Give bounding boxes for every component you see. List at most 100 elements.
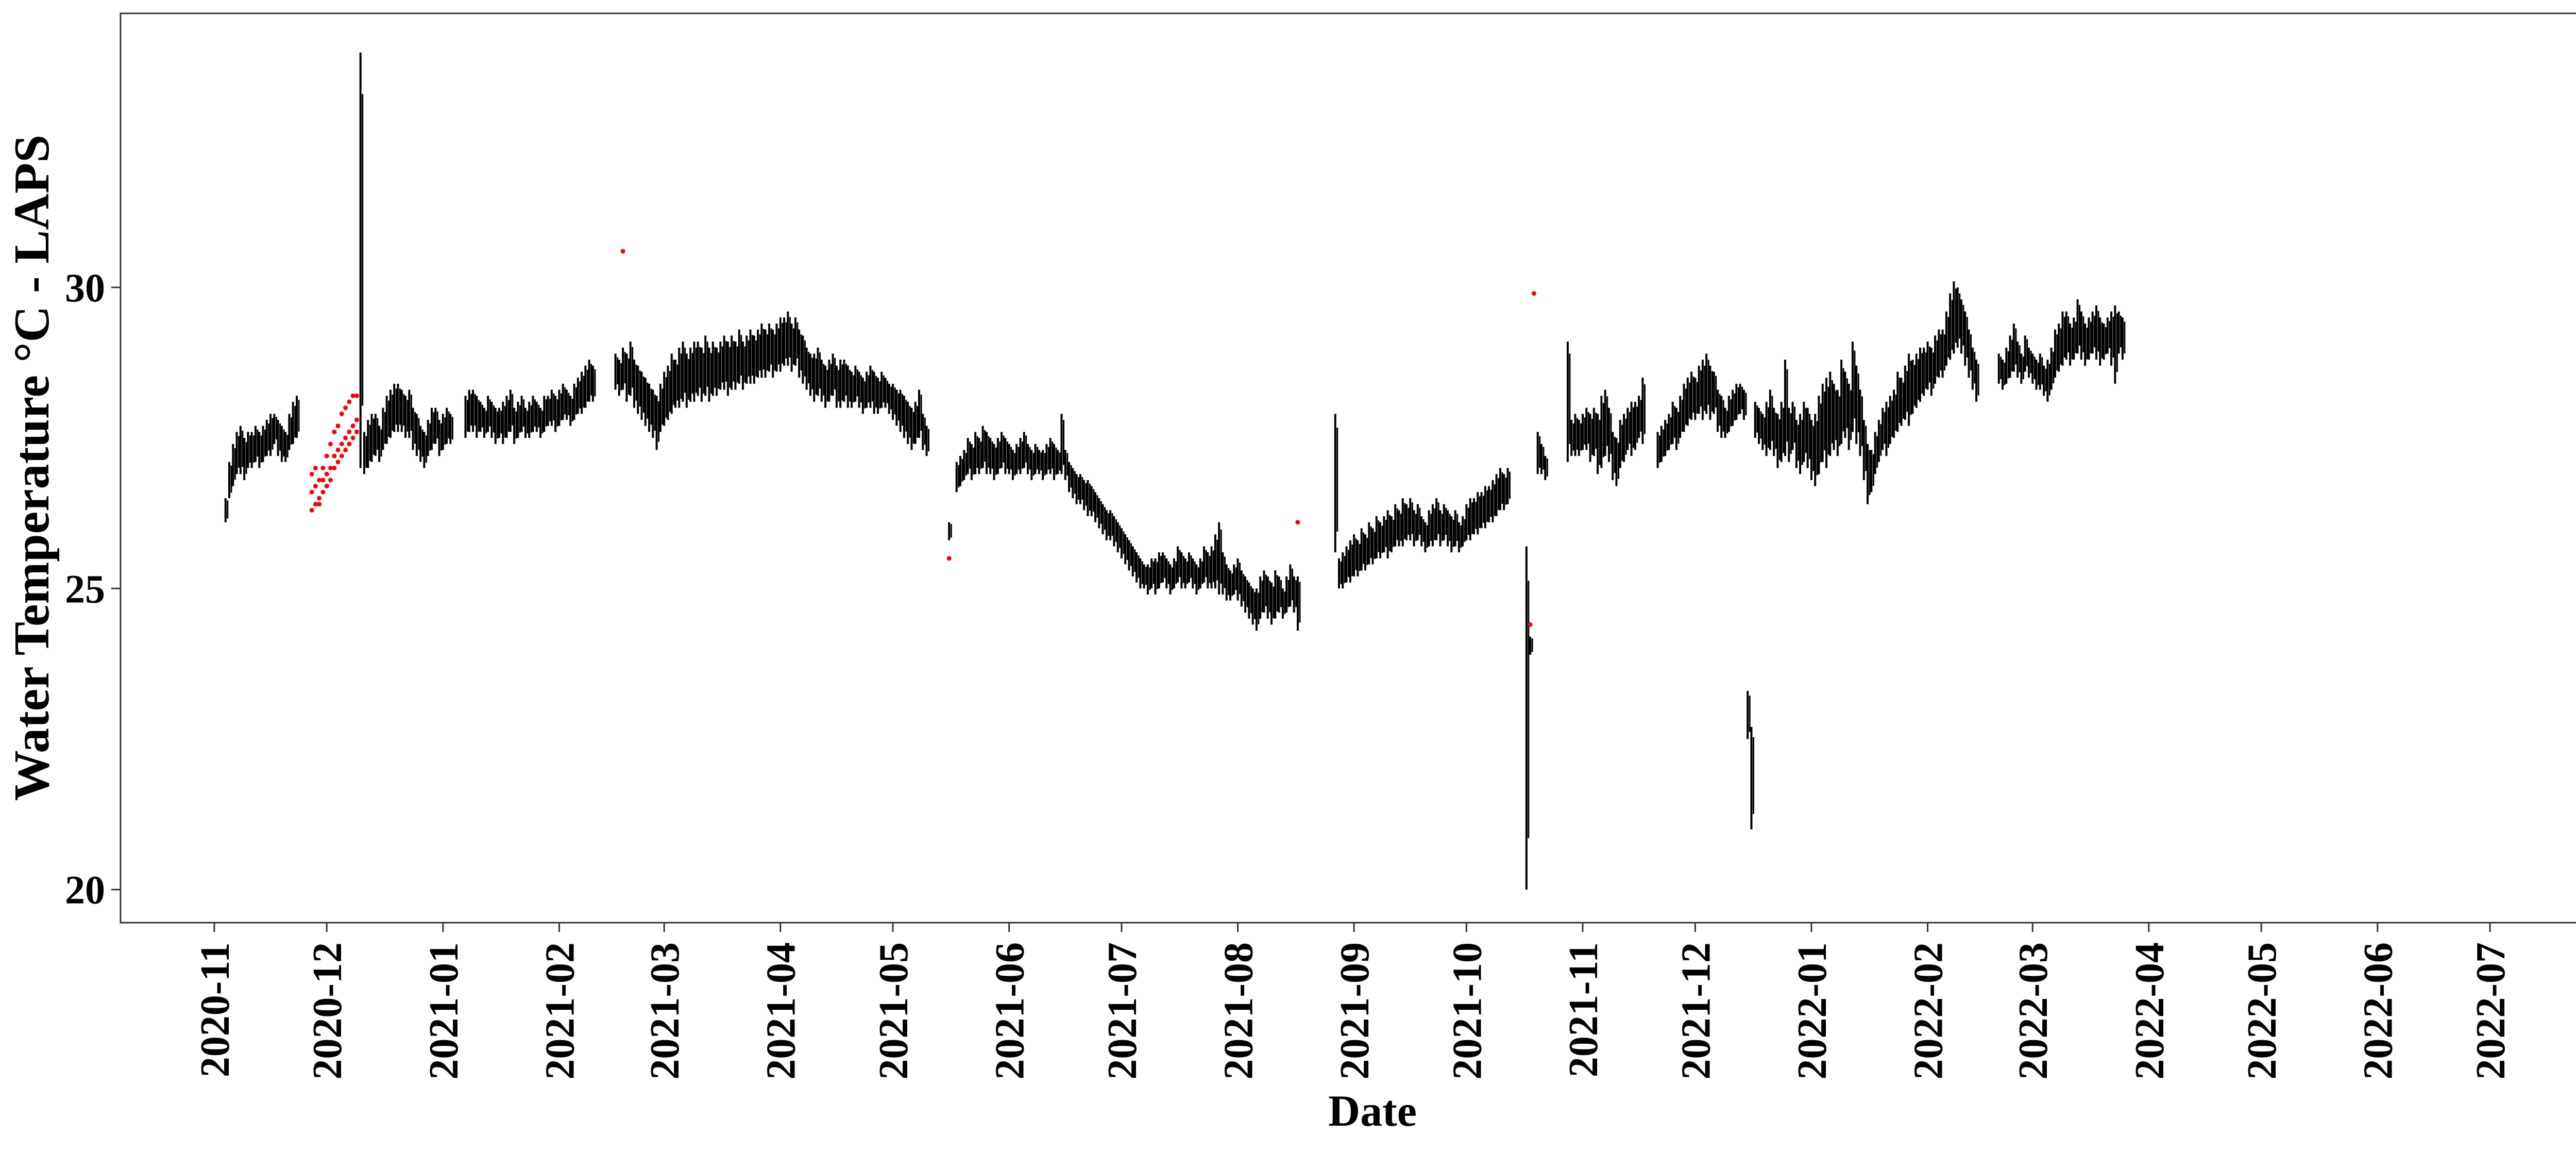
daily-range <box>1023 432 1027 468</box>
daily-range <box>1656 432 1661 468</box>
daily-range <box>1934 335 1938 384</box>
daily-range <box>993 444 997 480</box>
daily-range <box>2103 323 2107 360</box>
daily-range <box>1383 516 1387 553</box>
daily-range <box>1075 474 1080 504</box>
daily-range <box>1732 389 1736 426</box>
daily-range <box>1469 498 1473 540</box>
x-tick-label: 2021-07 <box>1100 942 1145 1080</box>
daily-range <box>509 389 514 432</box>
daily-range <box>1867 444 1871 504</box>
data-point <box>324 484 329 489</box>
daily-range <box>843 360 847 402</box>
daily-range <box>1027 444 1031 474</box>
daily-range <box>1574 414 1578 456</box>
daily-range <box>700 347 705 402</box>
daily-range <box>517 401 521 438</box>
daily-range <box>1045 444 1049 474</box>
daily-range <box>1154 558 1158 595</box>
daily-range <box>839 360 843 408</box>
daily-range <box>2088 317 2092 360</box>
daily-range <box>539 408 544 438</box>
daily-range <box>1896 371 1901 432</box>
daily-range <box>1098 498 1102 529</box>
daily-range <box>805 347 810 390</box>
daily-range <box>734 342 738 390</box>
daily-range <box>1592 408 1597 456</box>
daily-range <box>547 396 551 426</box>
daily-range <box>1716 389 1721 432</box>
daily-range <box>716 347 720 396</box>
daily-range <box>1210 546 1215 589</box>
daily-range <box>967 438 971 474</box>
daily-range <box>2054 329 2058 378</box>
daily-range <box>659 383 664 432</box>
daily-range <box>719 342 723 390</box>
data-point <box>354 393 359 398</box>
daily-range <box>1968 329 1972 378</box>
daily-range <box>1862 419 1867 480</box>
daily-range <box>854 365 858 402</box>
daily-range <box>2009 335 2013 378</box>
daily-range <box>1750 727 1754 829</box>
daily-range <box>866 371 870 408</box>
daily-range <box>637 365 641 414</box>
daily-range <box>708 347 712 402</box>
daily-range <box>1248 582 1252 619</box>
data-point <box>335 460 341 465</box>
daily-range <box>674 360 679 408</box>
daily-range <box>1904 365 1908 420</box>
daily-range <box>1375 516 1380 558</box>
data-point <box>350 423 355 429</box>
daily-range <box>1997 353 2002 384</box>
daily-range <box>1945 311 1950 366</box>
daily-range <box>1477 492 1481 535</box>
daily-range <box>1499 468 1503 511</box>
daily-range <box>1379 522 1383 558</box>
daily-range <box>235 432 240 474</box>
daily-range <box>685 353 690 408</box>
daily-range <box>772 329 776 378</box>
daily-range <box>1207 552 1211 589</box>
daily-range <box>1941 329 1946 378</box>
daily-range <box>1585 408 1589 450</box>
daily-range <box>1049 438 1054 474</box>
daily-range <box>1679 396 1683 438</box>
daily-range <box>1926 342 1930 390</box>
daily-range <box>487 396 491 432</box>
daily-range <box>2031 353 2036 384</box>
daily-range <box>1698 365 1702 414</box>
data-point <box>343 447 348 452</box>
daily-range <box>532 396 536 432</box>
daily-range <box>393 383 397 432</box>
daily-range <box>2039 353 2043 390</box>
daily-range <box>1338 558 1342 589</box>
daily-range <box>483 408 487 438</box>
data-point <box>1531 291 1536 296</box>
daily-range <box>1908 353 1912 426</box>
daily-range <box>1188 552 1192 583</box>
x-tick-label: 2021-06 <box>988 942 1033 1080</box>
daily-range <box>907 401 911 444</box>
daily-range <box>292 401 296 444</box>
daily-range <box>1090 486 1095 517</box>
daily-range <box>1109 510 1113 540</box>
daily-range <box>2080 311 2084 360</box>
daily-range <box>1582 414 1586 450</box>
daily-range <box>1259 576 1263 619</box>
daily-range <box>404 396 409 438</box>
data-point <box>320 466 326 470</box>
daily-range <box>1011 450 1016 480</box>
daily-range <box>1747 690 1751 739</box>
y-tick-label: 25 <box>65 566 105 611</box>
daily-range <box>378 426 382 462</box>
daily-range <box>787 311 791 366</box>
daily-range <box>1848 383 1852 450</box>
daily-range <box>1180 552 1184 589</box>
daily-range <box>1727 396 1732 432</box>
daily-range <box>476 396 480 438</box>
daily-range <box>1004 438 1008 474</box>
daily-range <box>1053 444 1057 480</box>
daily-range <box>1222 552 1226 595</box>
daily-range <box>1169 564 1174 595</box>
